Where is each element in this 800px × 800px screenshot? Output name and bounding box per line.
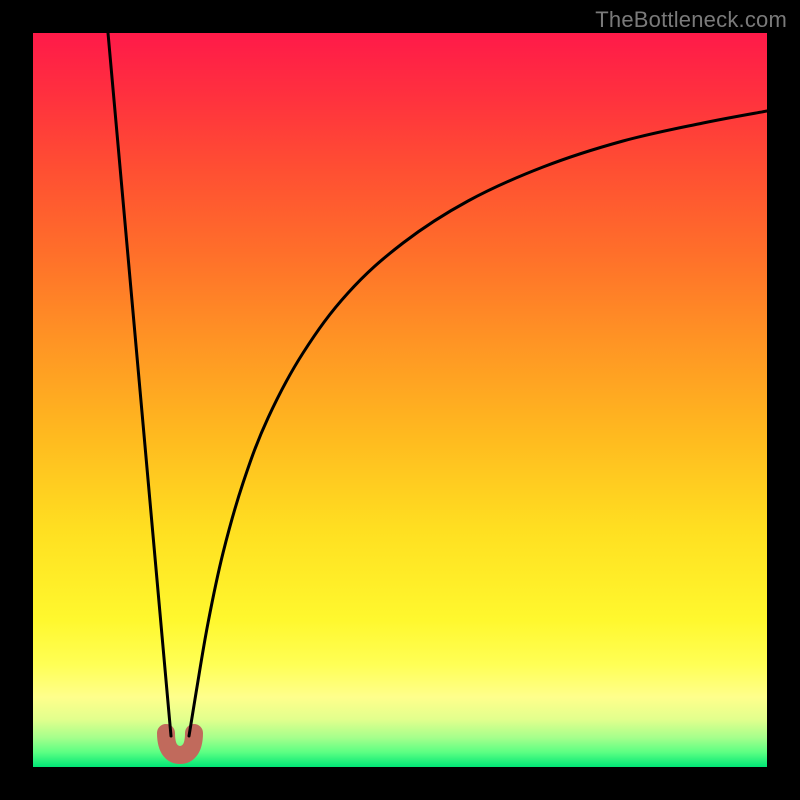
plot-svg <box>33 33 767 767</box>
gradient-background <box>33 33 767 767</box>
watermark-text: TheBottleneck.com <box>595 7 787 33</box>
plot-area <box>33 33 767 767</box>
bottleneck-chart: TheBottleneck.com <box>0 0 800 800</box>
